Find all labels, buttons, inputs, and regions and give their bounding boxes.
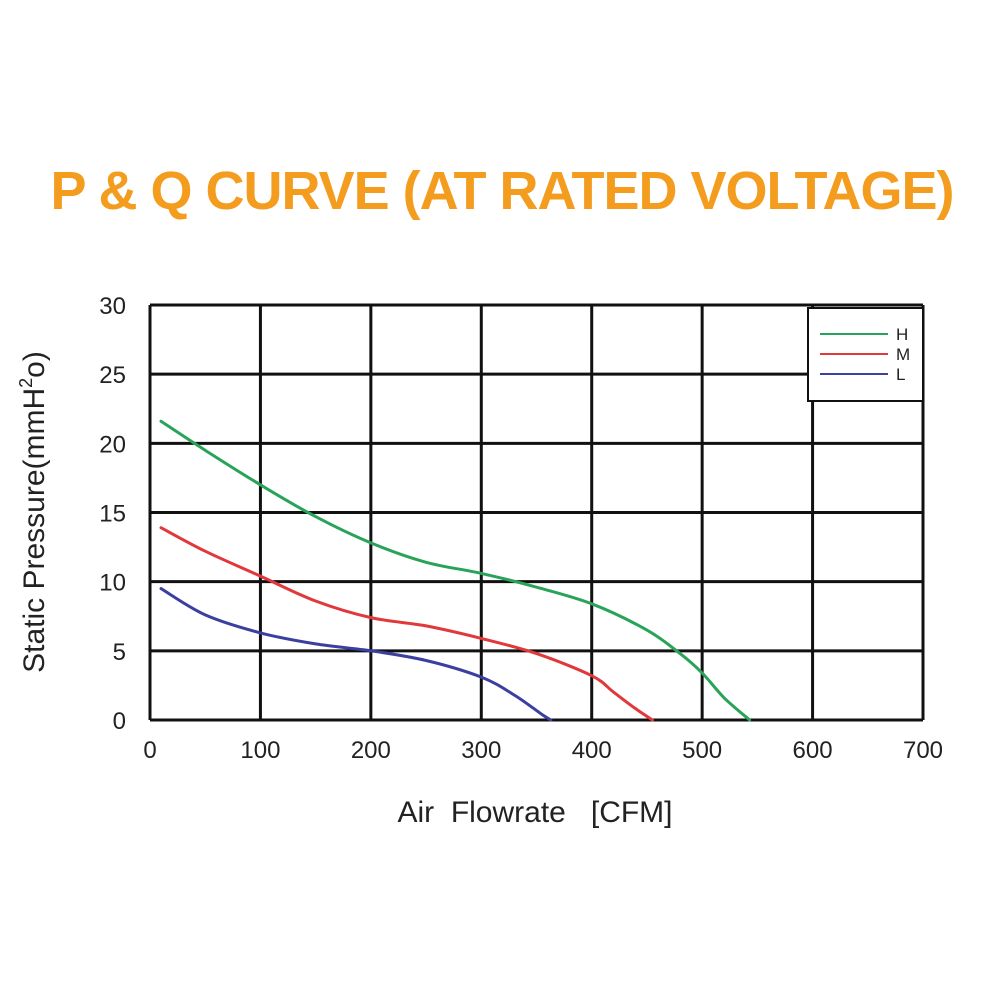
y-axis-label-main: Static Pressure(mmH xyxy=(18,388,51,673)
x-tick-label: 600 xyxy=(793,737,833,764)
x-tick-label: 500 xyxy=(682,737,722,764)
series-line-h xyxy=(159,419,752,722)
x-tick-label: 700 xyxy=(903,737,943,764)
x-tick-label: 100 xyxy=(240,737,280,764)
y-axis-label-superscript: 2 xyxy=(16,378,36,388)
y-tick-labels: 0 5 10 15 20 25 30 xyxy=(99,293,126,735)
legend-label-l: L xyxy=(896,365,905,384)
y-axis-label: Static Pressure(mmH2o) xyxy=(16,351,51,673)
legend: HML xyxy=(807,307,924,402)
y-tick-label: 25 xyxy=(99,362,126,389)
series-line-l xyxy=(159,587,553,722)
x-tick-label: 400 xyxy=(572,737,612,764)
y-tick-label: 15 xyxy=(99,501,126,528)
y-tick-label: 30 xyxy=(99,293,126,320)
x-tick-labels: 0 100 200 300 400 500 600 700 xyxy=(143,737,943,764)
legend-label-h: H xyxy=(896,325,908,344)
x-tick-label: 300 xyxy=(461,737,501,764)
legend-label-m: M xyxy=(896,345,910,364)
series-lines xyxy=(159,419,752,722)
y-axis-label-end: o) xyxy=(18,351,51,378)
y-tick-label: 0 xyxy=(113,708,126,735)
x-axis-label: Air Flowrate [CFM] xyxy=(397,796,672,829)
y-tick-label: 20 xyxy=(99,431,126,458)
y-tick-label: 10 xyxy=(99,570,126,597)
series-line-m xyxy=(159,526,654,722)
x-tick-label: 200 xyxy=(351,737,391,764)
y-tick-label: 5 xyxy=(113,639,126,666)
chart-title: P & Q CURVE (AT RATED VOLTAGE) xyxy=(50,161,954,221)
x-tick-label: 0 xyxy=(143,737,156,764)
